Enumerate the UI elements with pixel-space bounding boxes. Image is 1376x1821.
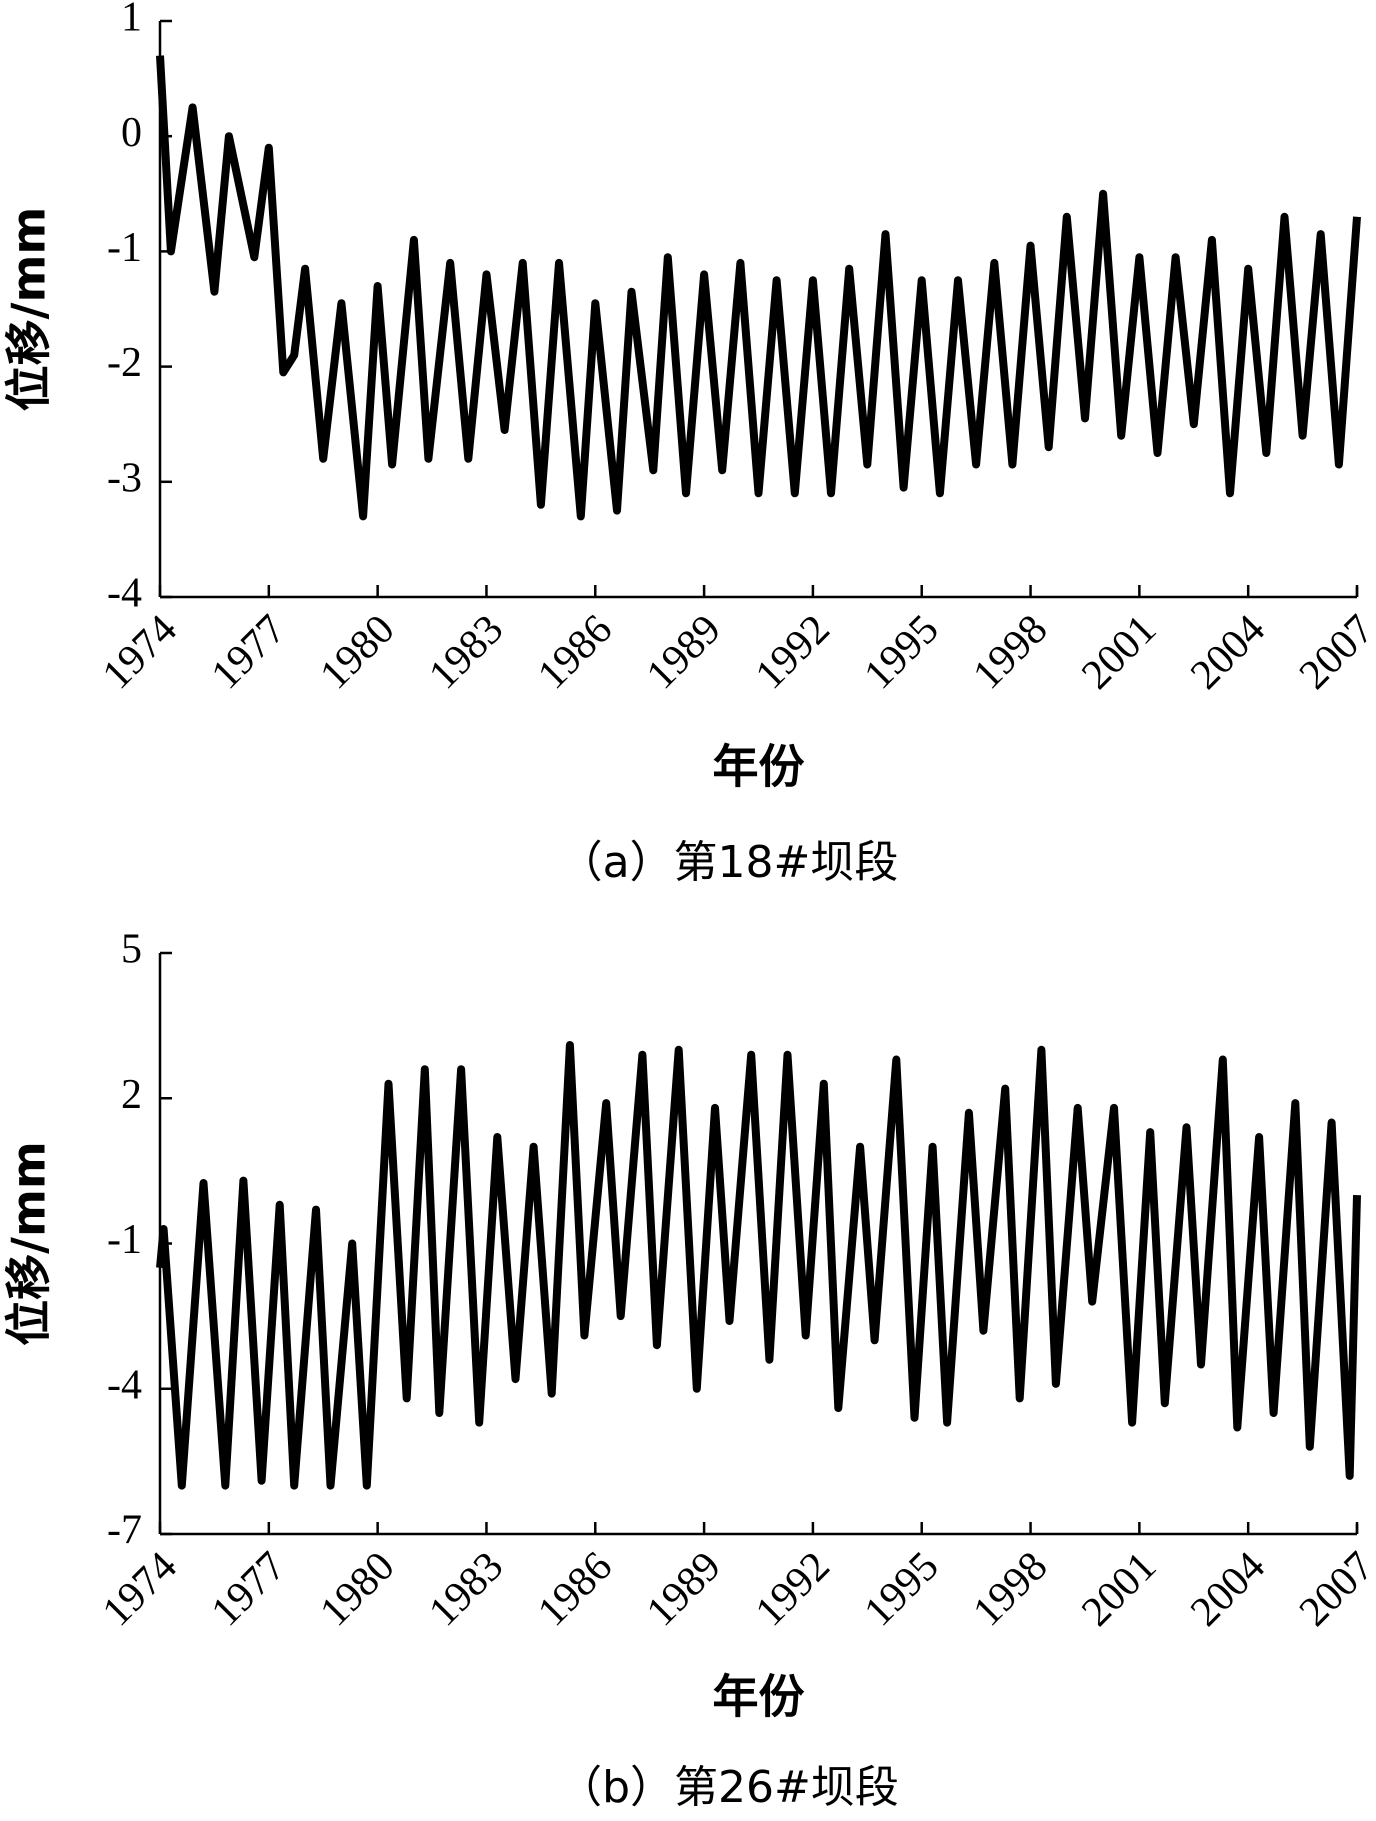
x-axis-label: 年份 [713,1670,805,1724]
y-tick-label: 5 [121,927,142,973]
y-tick-label: 2 [121,1072,142,1118]
x-tick-label: 1977 [203,1543,295,1635]
y-tick-label: -4 [107,571,142,617]
x-tick-label: 1974 [94,1543,186,1635]
x-tick-label: 1980 [312,1543,404,1635]
y-tick-label: -3 [107,455,142,501]
y-tick-label: -1 [107,225,142,271]
x-tick-label: 1977 [203,606,295,698]
data-line [156,55,1361,521]
x-tick-label: 2001 [1073,606,1165,698]
x-tick-label: 1995 [856,1543,948,1635]
y-tick-label: 0 [121,110,142,156]
x-tick-label: 1992 [747,606,839,698]
x-tick-label: 1998 [965,606,1057,698]
y-tick-label: -7 [107,1508,142,1554]
y-axis-label: 位移/mm [2,1141,56,1346]
data-line [156,1041,1361,1490]
x-tick-label: 2004 [1182,1543,1274,1635]
x-axis-label: 年份 [713,740,805,794]
x-tick-label: 1983 [420,1543,512,1635]
x-tick-label: 1992 [747,1543,839,1635]
x-tick-label: 2004 [1182,606,1274,698]
y-tick-label: -4 [107,1362,142,1408]
x-tick-label: 1980 [312,606,404,698]
x-tick-label: 1989 [638,606,730,698]
x-tick-label: 1995 [856,606,948,698]
x-tick-label: 2007 [1291,606,1376,698]
x-tick-label: 1986 [529,1543,621,1635]
x-tick-label: 1986 [529,606,621,698]
x-tick-label: 2007 [1291,1543,1376,1635]
x-tick-label: 1989 [638,1543,730,1635]
caption: （b）第26#坝段 [558,1762,899,1813]
y-tick-label: 1 [121,0,142,41]
y-tick-label: -1 [107,1217,142,1263]
x-tick-label: 1998 [965,1543,1057,1635]
caption: （a）第18#坝段 [559,837,899,888]
x-tick-label: 1974 [94,606,186,698]
y-axis-label: 位移/mm [2,207,56,412]
y-tick-label: -2 [107,340,142,386]
x-tick-label: 2001 [1073,1543,1165,1635]
x-tick-label: 1983 [420,606,512,698]
